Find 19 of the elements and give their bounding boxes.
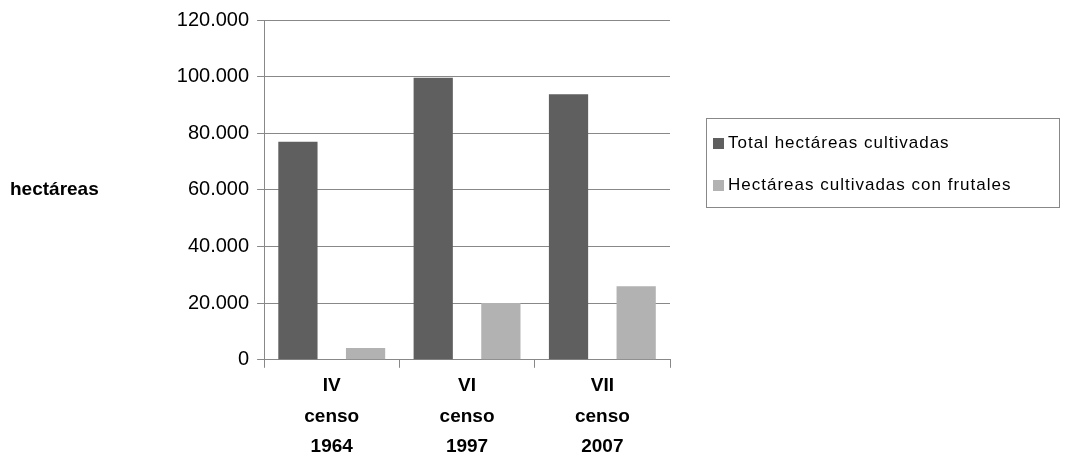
x-tick-label: IV censo 1964 xyxy=(304,374,360,457)
bar xyxy=(548,94,589,360)
y-tick-label: 60.000 xyxy=(187,177,250,200)
bar xyxy=(413,77,453,360)
y-tick-label: 0 xyxy=(237,347,250,370)
y-tick-label: 40.000 xyxy=(187,234,250,257)
y-tick-label: 20.000 xyxy=(187,290,250,313)
x-tick-label: VI censo 1997 xyxy=(439,374,495,457)
legend-label: Total hectáreas cultivadas xyxy=(728,133,950,153)
x-tick-label: VII censo 2007 xyxy=(574,374,630,457)
bar xyxy=(278,141,318,360)
legend-label: Hectáreas cultivadas con frutales xyxy=(728,175,1012,195)
y-tick-label: 80.000 xyxy=(187,120,250,143)
bar xyxy=(616,286,656,360)
bar xyxy=(345,347,386,360)
bar xyxy=(481,302,521,360)
y-tick-label: 120.000 xyxy=(176,7,250,30)
y-axis-title: hectáreas xyxy=(10,178,99,200)
y-tick-label: 100.000 xyxy=(176,64,250,87)
